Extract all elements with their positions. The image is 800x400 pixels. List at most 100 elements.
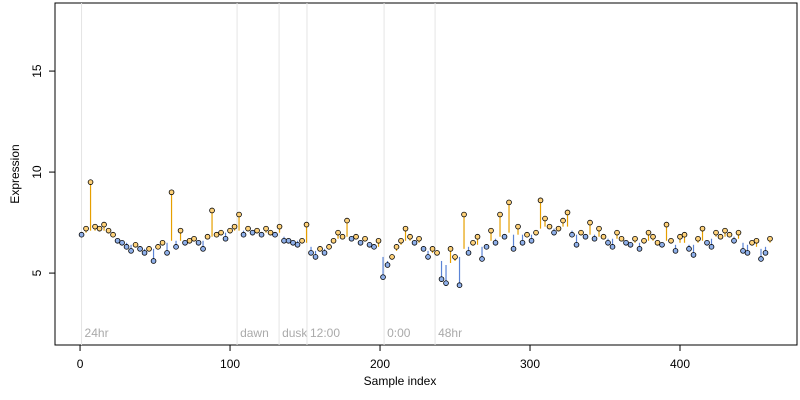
point (150, 258, 157, 264)
point (515, 223, 521, 230)
point (767, 235, 773, 242)
point (654, 239, 661, 246)
point (560, 217, 566, 224)
point (366, 242, 373, 248)
point (591, 235, 598, 242)
point (87, 179, 94, 185)
point (681, 231, 688, 238)
point (249, 229, 256, 236)
point (146, 246, 152, 252)
point (110, 231, 116, 238)
point (609, 244, 616, 250)
point (294, 242, 301, 248)
point (474, 233, 481, 240)
point (447, 246, 454, 252)
point (402, 225, 409, 232)
point (699, 225, 706, 232)
point (479, 256, 485, 262)
point (690, 252, 697, 258)
point (641, 237, 647, 244)
point (483, 244, 490, 250)
point (555, 225, 562, 232)
annotation-label: 0:00 (387, 326, 411, 340)
point (119, 239, 125, 246)
point (456, 282, 463, 289)
point (587, 219, 593, 226)
point (335, 229, 341, 236)
point (389, 254, 395, 260)
point (362, 235, 368, 242)
point (195, 239, 202, 246)
point (344, 217, 350, 224)
point (731, 237, 737, 244)
point (528, 237, 535, 244)
point (614, 229, 620, 236)
point (393, 244, 400, 250)
point (470, 239, 476, 246)
point (371, 244, 377, 250)
point (650, 233, 656, 240)
point (596, 225, 602, 232)
point (375, 237, 382, 244)
x-axis-label: Sample index (364, 374, 437, 388)
point (686, 246, 692, 252)
annotation-label: 12:00 (310, 326, 340, 340)
point (551, 229, 557, 236)
point (141, 250, 148, 256)
point (105, 227, 112, 234)
point (222, 235, 229, 242)
point (240, 231, 247, 238)
y-tick-label: 15 (30, 64, 44, 78)
point (384, 262, 391, 268)
point (429, 246, 436, 252)
point (573, 242, 580, 248)
point (258, 231, 265, 238)
point (182, 239, 188, 246)
annotation-label: 48hr (438, 326, 462, 340)
point (416, 235, 422, 242)
point (290, 239, 296, 246)
point (330, 237, 337, 244)
point (164, 250, 170, 256)
point (465, 250, 472, 256)
point (659, 242, 665, 248)
point (510, 246, 517, 252)
point (717, 233, 724, 240)
point (744, 250, 751, 256)
point (159, 239, 166, 246)
x-tick-label: 100 (220, 357, 240, 371)
point (758, 256, 764, 262)
point (299, 237, 305, 244)
point (168, 189, 175, 196)
point (618, 235, 625, 242)
point (137, 246, 143, 252)
point (695, 235, 701, 242)
point (96, 225, 103, 232)
point (434, 250, 440, 256)
point (492, 239, 499, 246)
x-tick-label: 0 (77, 357, 84, 371)
point (740, 248, 746, 254)
point (83, 225, 89, 232)
point (569, 231, 575, 238)
point (254, 227, 260, 234)
point (753, 237, 760, 244)
point (762, 250, 769, 256)
x-tick-label: 400 (670, 357, 690, 371)
point (114, 237, 121, 244)
point (348, 235, 355, 242)
point (632, 235, 638, 242)
point (488, 227, 494, 234)
point (501, 233, 508, 240)
point (227, 227, 233, 234)
point (231, 223, 238, 230)
point (506, 199, 512, 206)
point (600, 233, 607, 240)
point (420, 246, 427, 252)
point (537, 197, 544, 204)
point (218, 229, 224, 236)
point (272, 231, 278, 238)
point (713, 229, 719, 236)
